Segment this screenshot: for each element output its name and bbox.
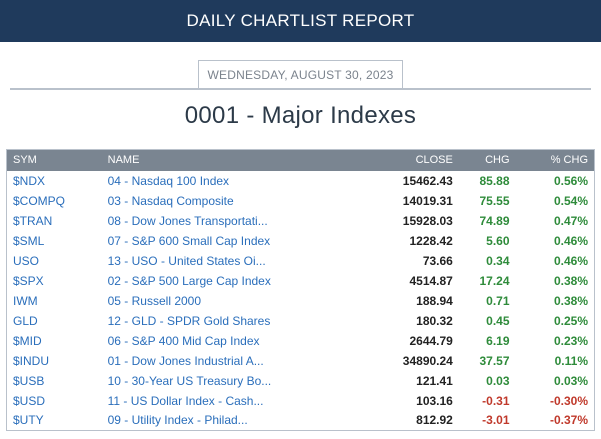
symbol-link[interactable]: GLD	[13, 313, 38, 328]
name-link[interactable]: 08 - Dow Jones Transportati...	[107, 213, 268, 228]
symbol-link[interactable]: $COMPQ	[13, 193, 66, 208]
table-row: $COMPQ 03 - Nasdaq Composite 14019.31 75.55…	[7, 191, 595, 211]
table-row: $UTY 09 - Utility Index - Philad... 812.92…	[7, 411, 595, 431]
name-link[interactable]: 02 - S&P 500 Large Cap Index	[107, 273, 271, 288]
table-row: $TRAN 08 - Dow Jones Transportati... 15928…	[7, 211, 595, 231]
col-close-header[interactable]: CLOSE	[415, 154, 453, 167]
report-date-text: WEDNESDAY, AUGUST 30, 2023	[207, 67, 394, 82]
close-value: 4514.87	[409, 273, 453, 288]
percent-change-value: 0.47%	[553, 213, 588, 228]
percent-change-value: 0.38%	[553, 273, 588, 288]
symbol-link[interactable]: $NDX	[13, 173, 46, 188]
percent-change-value: 0.46%	[553, 253, 588, 268]
change-value: -0.31	[482, 393, 510, 408]
table-row: $MID 06 - S&P 400 Mid Cap Index 2644.79 6.1…	[7, 331, 595, 351]
percent-change-value: -0.37%	[549, 413, 588, 428]
close-value: 121.41	[416, 373, 453, 388]
percent-change-value: 0.46%	[553, 233, 588, 248]
change-value: 75.55	[479, 193, 510, 208]
name-link[interactable]: 04 - Nasdaq 100 Index	[107, 173, 230, 188]
close-value: 14019.31	[402, 193, 453, 208]
close-value: 812.92	[416, 413, 453, 428]
change-value: 6.19	[486, 333, 510, 348]
name-link[interactable]: 11 - US Dollar Index - Cash...	[107, 393, 264, 408]
symbol-link[interactable]: $INDU	[13, 353, 50, 368]
report-title: DAILY CHARTLIST REPORT	[186, 11, 415, 30]
symbol-link[interactable]: $USD	[13, 393, 46, 408]
name-link[interactable]: 09 - Utility Index - Philad...	[107, 413, 248, 428]
change-value: 74.89	[479, 213, 510, 228]
name-link[interactable]: 03 - Nasdaq Composite	[107, 193, 234, 208]
name-link[interactable]: 05 - Russell 2000	[107, 293, 202, 308]
symbol-link[interactable]: $SML	[13, 233, 45, 248]
close-value: 1228.42	[409, 233, 453, 248]
percent-change-value: -0.30%	[549, 393, 588, 408]
change-value: 5.60	[486, 233, 510, 248]
table-row: $USD 11 - US Dollar Index - Cash... 103.16…	[7, 391, 595, 411]
symbol-link[interactable]: $USB	[13, 373, 45, 388]
percent-change-value: 0.11%	[554, 353, 588, 368]
name-link[interactable]: 13 - USO - United States Oi...	[107, 253, 266, 268]
close-value: 2644.79	[409, 333, 453, 348]
table-row: $SML 07 - S&P 600 Small Cap Index 1228.42 5…	[7, 231, 595, 251]
percent-change-value: 0.54%	[553, 193, 588, 208]
percent-change-value: 0.03%	[553, 373, 588, 388]
table-row: $USB 10 - 30-Year US Treasury Bo... 121.41…	[7, 371, 595, 391]
col-name-header[interactable]: NAME	[107, 154, 140, 167]
chartlist-title-text: 0001 - Major Indexes	[184, 102, 417, 129]
table-row: $SPX 02 - S&P 500 Large Cap Index 4514.87 1…	[7, 271, 595, 291]
index-table: SYM NAME CLOSE CHG % CHG $NDX 04 - Nasdaq…	[6, 149, 595, 431]
table-row: IWM 05 - Russell 2000 188.94 0.71 0.38%	[7, 291, 595, 311]
name-link[interactable]: 01 - Dow Jones Industrial A...	[107, 353, 264, 368]
name-link[interactable]: 06 - S&P 400 Mid Cap Index	[107, 333, 260, 348]
symbol-link[interactable]: $UTY	[13, 413, 44, 428]
close-value: 180.32	[416, 313, 453, 328]
name-link[interactable]: 07 - S&P 600 Small Cap Index	[107, 233, 271, 248]
chartlist-title: 0001 - Major Indexes	[0, 98, 601, 134]
change-value: -3.01	[482, 413, 510, 428]
symbol-link[interactable]: $SPX	[13, 273, 44, 288]
change-value: 0.71	[486, 293, 510, 308]
name-link[interactable]: 12 - GLD - SPDR Gold Shares	[107, 313, 271, 328]
close-value: 15928.03	[402, 213, 453, 228]
name-link[interactable]: 10 - 30-Year US Treasury Bo...	[107, 373, 272, 388]
close-value: 103.16	[416, 393, 453, 408]
symbol-link[interactable]: IWM	[13, 293, 38, 308]
table-row: USO 13 - USO - United States Oi... 73.66 0.…	[7, 251, 595, 271]
change-value: 85.88	[479, 173, 510, 188]
table-row: GLD 12 - GLD - SPDR Gold Shares 180.32 0.45…	[7, 311, 595, 331]
percent-change-value: 0.56%	[553, 173, 588, 188]
table-body: $NDX 04 - Nasdaq 100 Index 15462.43 85.88 0.…	[7, 171, 595, 431]
col-pct-header[interactable]: % CHG	[550, 154, 588, 167]
change-value: 17.24	[479, 273, 510, 288]
symbol-link[interactable]: USO	[13, 253, 40, 268]
percent-change-value: 0.25%	[553, 313, 588, 328]
percent-change-value: 0.38%	[553, 293, 588, 308]
close-value: 15462.43	[402, 173, 453, 188]
report-date: WEDNESDAY, AUGUST 30, 2023	[198, 60, 403, 88]
close-value: 73.66	[422, 253, 453, 268]
table-row: $NDX 04 - Nasdaq 100 Index 15462.43 85.88 0.…	[7, 171, 595, 191]
close-value: 34890.24	[402, 353, 453, 368]
change-value: 0.34	[486, 253, 510, 268]
symbol-link[interactable]: $TRAN	[13, 213, 53, 228]
close-value: 188.94	[416, 293, 453, 308]
change-value: 0.03	[486, 373, 510, 388]
percent-change-value: 0.23%	[553, 333, 588, 348]
table-row: $INDU 01 - Dow Jones Industrial A... 34890…	[7, 351, 595, 371]
col-chg-header[interactable]: CHG	[485, 154, 510, 167]
symbol-link[interactable]: $MID	[13, 333, 42, 348]
col-sym-header[interactable]: SYM	[13, 154, 37, 167]
report-header: DAILY CHARTLIST REPORT	[0, 0, 601, 42]
divider	[10, 88, 591, 90]
change-value: 37.57	[479, 353, 510, 368]
change-value: 0.45	[486, 313, 510, 328]
table-header-row: SYM NAME CLOSE CHG % CHG	[6, 149, 595, 171]
